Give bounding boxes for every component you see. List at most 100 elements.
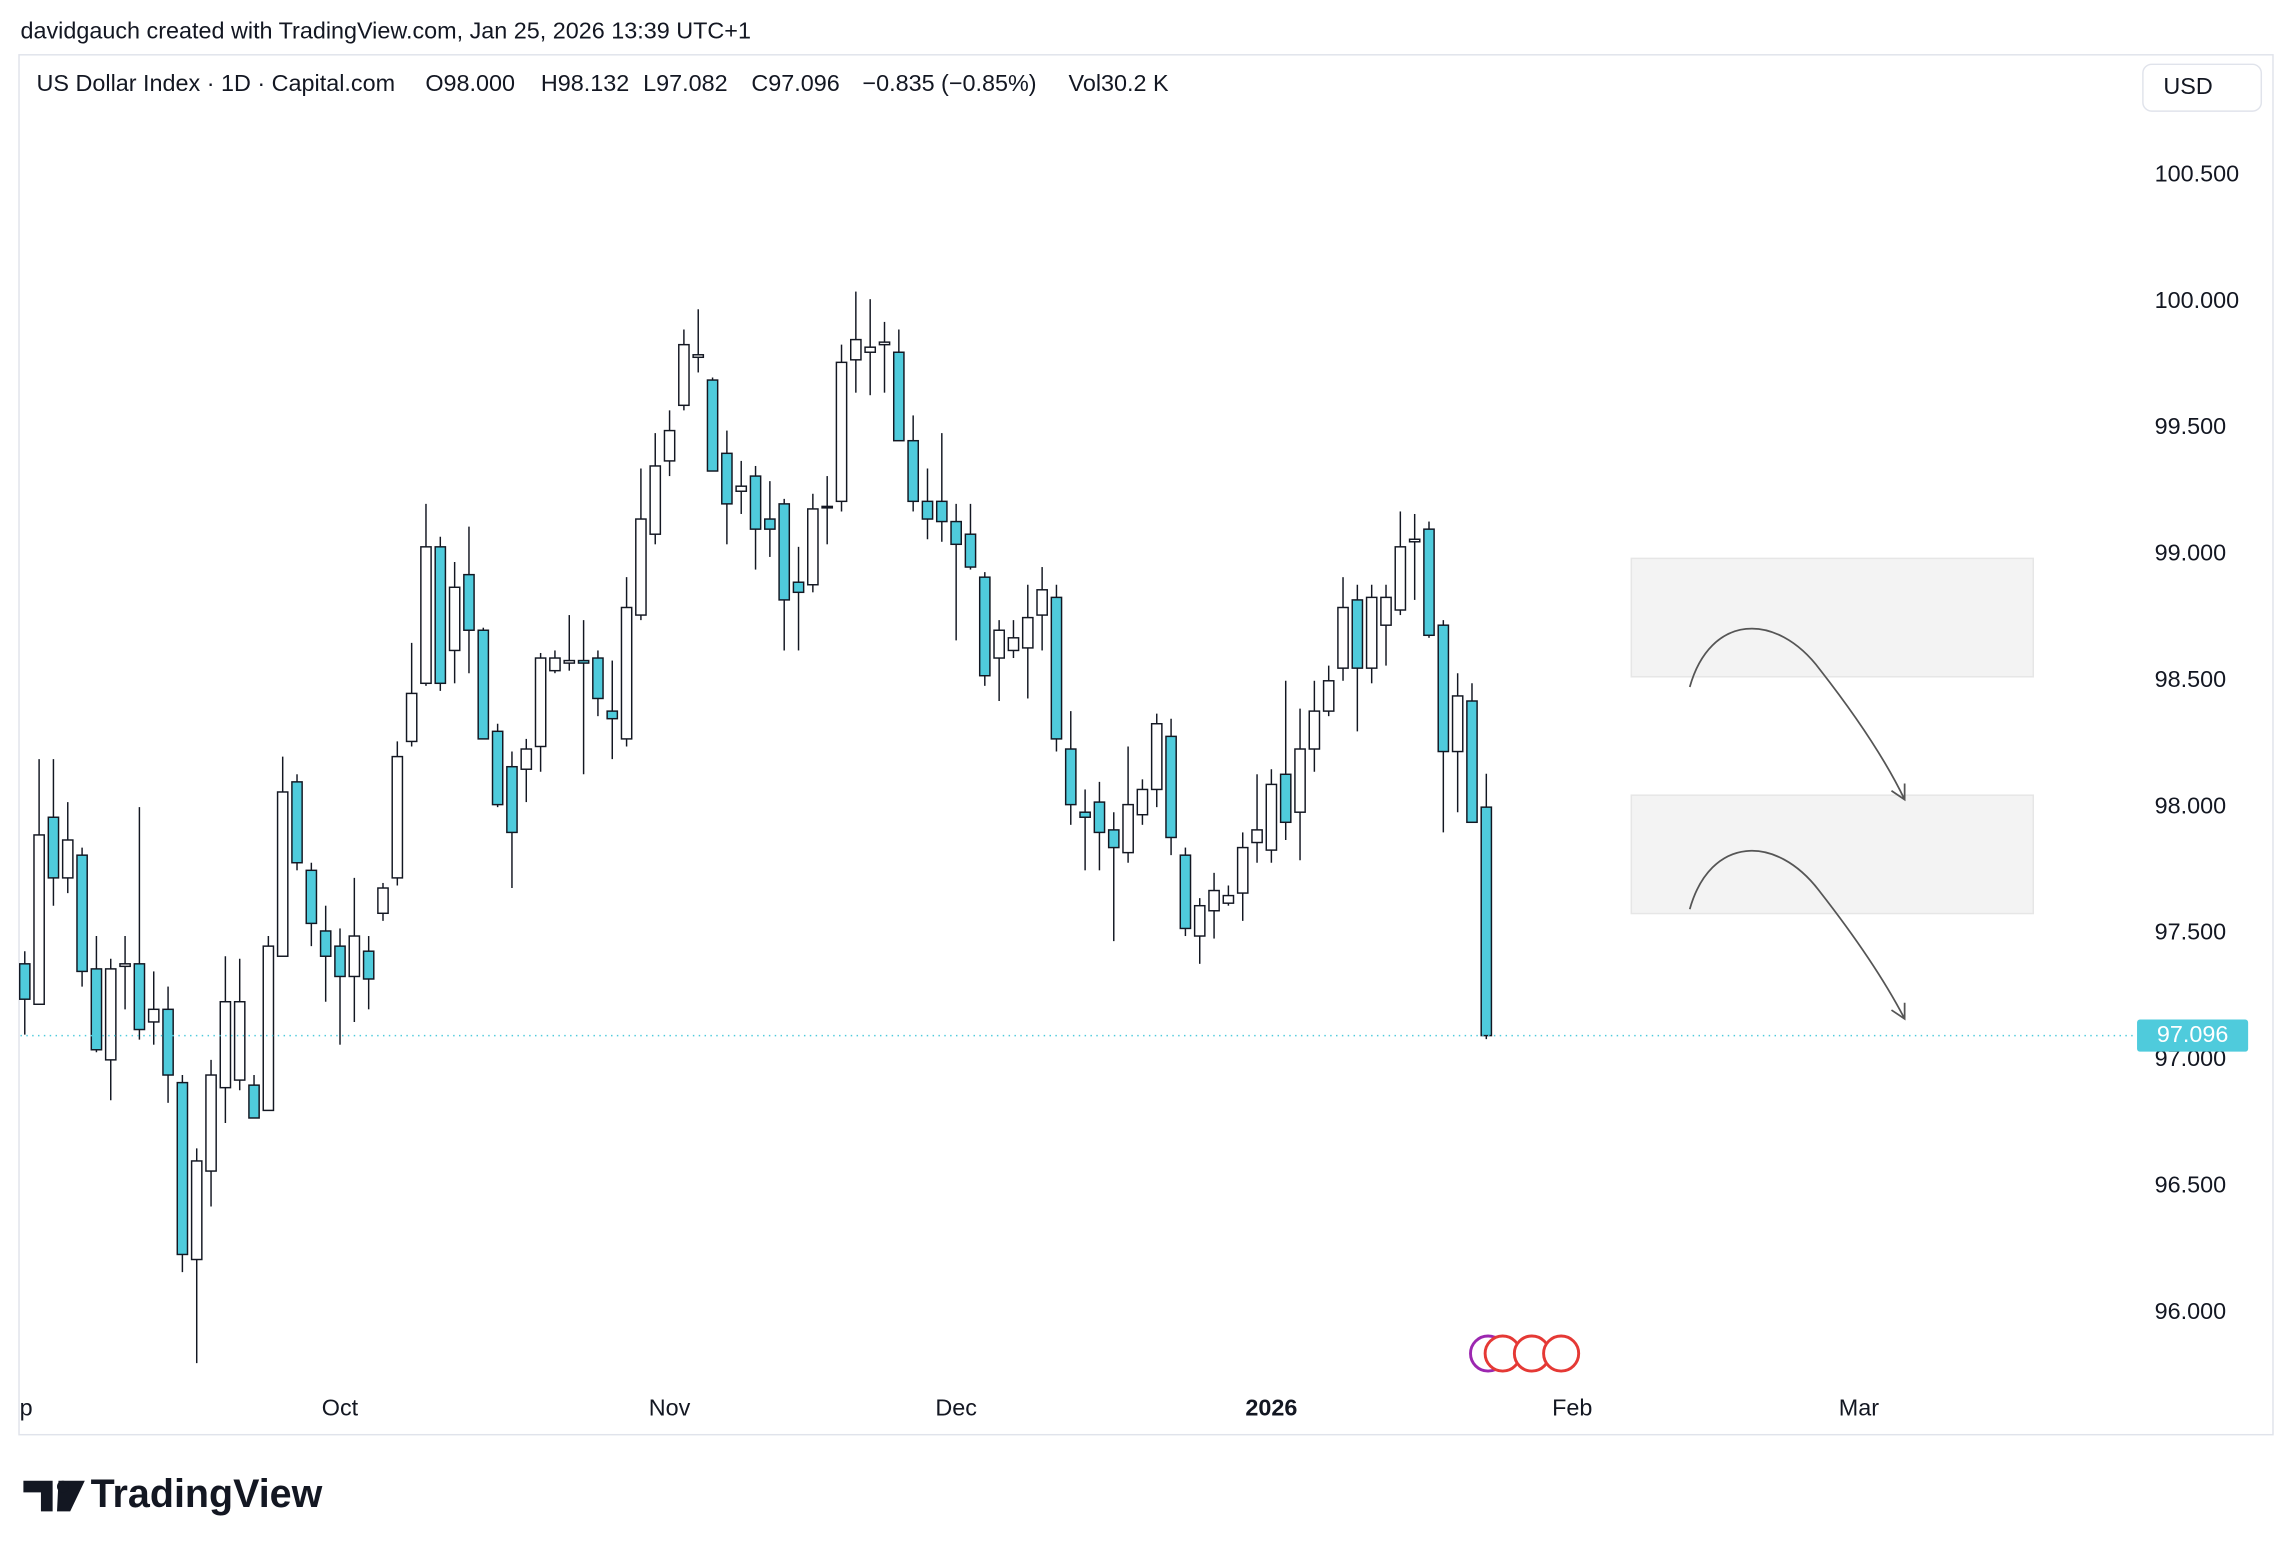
candle-body	[1122, 803, 1134, 854]
candle-body	[61, 839, 74, 879]
candle-body	[1136, 788, 1149, 816]
candle-body	[506, 765, 518, 834]
y-tick-label: 100.500	[2155, 161, 2240, 187]
candle-body	[1107, 829, 1120, 849]
candle-body	[377, 887, 389, 915]
legend-high: H98.132	[541, 70, 629, 96]
candle-body	[1165, 735, 1177, 839]
candle-body	[1222, 894, 1235, 904]
candle-body	[678, 343, 690, 407]
candle-body	[1021, 616, 1034, 649]
candle-body	[291, 781, 303, 864]
candle-body	[935, 500, 948, 523]
symbol: US Dollar Index · 1D · Capital.com	[37, 70, 396, 96]
y-tick-label: 96.500	[2155, 1171, 2227, 1197]
candle-body	[47, 816, 60, 879]
candle-body	[1408, 538, 1421, 543]
logo: TradingView	[23, 1472, 323, 1516]
candle-body	[1294, 748, 1306, 813]
candle-body	[849, 338, 862, 361]
candle-body	[1093, 801, 1106, 834]
candle-body	[119, 963, 131, 968]
candle-body	[391, 755, 404, 879]
candle-body	[1251, 829, 1263, 844]
candle-body	[305, 869, 318, 925]
arrow	[1688, 849, 1906, 1021]
candle-body	[477, 629, 490, 740]
candle-body	[190, 1160, 203, 1261]
candle-body	[420, 546, 432, 685]
candle-body	[1208, 889, 1220, 912]
candle-body	[807, 508, 819, 586]
candle-body	[864, 346, 877, 353]
candle-body	[635, 518, 647, 616]
candle-body	[821, 505, 834, 509]
candle-body	[721, 452, 733, 505]
arrow	[1688, 627, 1906, 802]
candle-body	[1308, 710, 1321, 750]
candle-body	[1380, 596, 1392, 626]
y-tick-label: 98.000	[2155, 792, 2227, 818]
currency-button[interactable]	[2142, 63, 2263, 112]
candle-body	[1050, 596, 1063, 740]
candle-body	[1150, 723, 1163, 791]
candle-body	[663, 429, 676, 462]
candle-body	[1265, 783, 1278, 851]
candle-body	[405, 692, 418, 743]
logo-mark	[23, 1480, 85, 1512]
candle-body	[1394, 546, 1407, 611]
currency[interactable]: USD	[2163, 73, 2212, 99]
candle-body	[620, 606, 633, 740]
candle-body	[964, 533, 977, 568]
logo-dot	[57, 1480, 69, 1493]
candle-body	[549, 657, 561, 672]
x-tick-label: 2026	[1245, 1394, 1297, 1420]
candle-body	[1322, 680, 1335, 712]
candle-body	[176, 1081, 189, 1256]
candle-body	[978, 576, 991, 677]
candle-body	[1466, 700, 1478, 824]
candle-body	[362, 950, 375, 980]
candle-body	[993, 629, 1005, 659]
candle-body	[1036, 589, 1048, 616]
zone	[1630, 557, 2034, 678]
candle-body	[520, 748, 533, 770]
x-tick-label: Mar	[1839, 1394, 1879, 1420]
candle-body	[577, 659, 590, 664]
candle-body	[162, 1008, 174, 1076]
candle-body	[950, 520, 962, 546]
candle-body	[448, 586, 461, 652]
candle-body	[835, 361, 848, 503]
candle-body	[104, 968, 117, 1061]
legend-close: C97.096	[751, 70, 839, 96]
brand: TradingView	[91, 1472, 323, 1516]
candle-body	[1236, 846, 1249, 894]
last-price-label: 97.096	[2157, 1021, 2229, 1047]
candle-body	[692, 354, 705, 359]
candle-body	[1437, 624, 1450, 753]
candle-body	[147, 1008, 160, 1023]
candle-body	[1079, 811, 1091, 818]
candle-body	[878, 341, 891, 346]
candle-body	[1480, 806, 1493, 1037]
candle-body	[233, 1001, 246, 1081]
candle-body	[334, 945, 346, 978]
last-price-tag	[2137, 1019, 2249, 1052]
chart-frame	[18, 54, 2274, 1436]
y-tick-label: 97.500	[2155, 919, 2227, 945]
candle-body	[1193, 904, 1206, 937]
y-tick-label: 98.500	[2155, 666, 2227, 692]
attribution: davidgauch created with TradingView.com,…	[20, 17, 751, 43]
y-tick-label: 100.000	[2155, 287, 2240, 313]
candle-body	[606, 710, 619, 720]
legend-low: L97.082	[643, 70, 728, 96]
y-tick-label: 99.000	[2155, 540, 2227, 566]
candle-body	[133, 963, 146, 1031]
candle-body	[76, 854, 88, 973]
candle-body	[1451, 695, 1464, 753]
candle-body	[892, 351, 905, 442]
candle-body	[649, 465, 662, 535]
